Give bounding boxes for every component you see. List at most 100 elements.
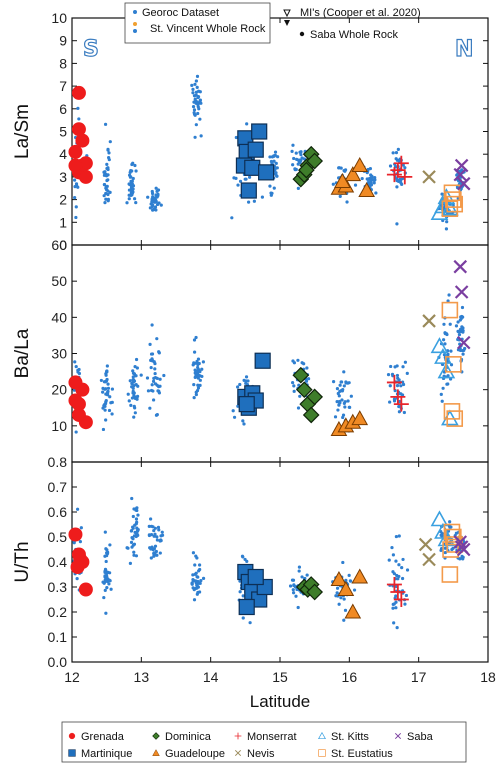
georoc-point <box>106 389 110 393</box>
georoc-point <box>335 400 339 404</box>
georoc-point <box>194 392 198 397</box>
georoc-point <box>105 364 109 368</box>
georoc-point <box>194 93 198 97</box>
georoc-point <box>291 588 295 592</box>
georoc-point <box>193 375 197 380</box>
georoc-point <box>107 582 111 586</box>
st_kitts-marker <box>430 337 449 354</box>
georoc-point <box>342 370 346 374</box>
georoc-point <box>131 375 135 379</box>
georoc-point <box>193 135 197 139</box>
georoc-point <box>103 201 107 205</box>
georoc-point <box>132 553 136 557</box>
georoc-point <box>441 338 446 342</box>
georoc-point <box>158 377 162 381</box>
georoc-point <box>196 102 200 106</box>
y-tick-label: 8 <box>59 55 67 71</box>
georoc-point <box>342 384 346 388</box>
georoc-point <box>299 153 303 157</box>
georoc-point <box>149 556 153 560</box>
georoc-point <box>337 166 341 170</box>
georoc-point <box>388 164 393 168</box>
panel-frame <box>71 17 489 246</box>
georoc-point <box>73 178 77 182</box>
georoc-point <box>146 195 150 199</box>
georoc-point <box>395 626 399 630</box>
saba-marker <box>454 285 469 299</box>
legend-nevis-swatch <box>234 749 242 757</box>
georoc-point <box>193 563 197 567</box>
georoc-point <box>134 382 138 387</box>
georoc-point <box>75 577 79 581</box>
georoc-point <box>335 387 340 391</box>
martinique-marker <box>247 568 264 586</box>
georoc-point <box>160 530 164 534</box>
georoc-point <box>162 373 166 378</box>
st_eustatius-marker <box>441 301 459 319</box>
georoc-point <box>288 584 293 588</box>
georoc-point <box>196 376 200 380</box>
monserrat-marker <box>390 389 406 405</box>
georoc-point <box>193 97 197 101</box>
georoc-point <box>446 382 450 386</box>
georoc-point <box>447 293 451 297</box>
saba-marker <box>453 535 468 549</box>
st_eustatius-marker <box>443 184 461 202</box>
x-tick-label: 15 <box>272 669 288 685</box>
georoc-point <box>397 574 401 579</box>
legend-svwr-swatch <box>133 22 137 26</box>
georoc-point <box>268 184 272 188</box>
georoc-point <box>448 322 452 326</box>
georoc-point <box>102 182 107 187</box>
grenada-marker <box>68 144 83 159</box>
georoc-point <box>291 591 296 595</box>
georoc-point <box>335 591 339 595</box>
georoc-point <box>297 158 301 162</box>
georoc-point <box>391 553 395 557</box>
x-tick-label: 16 <box>342 669 358 685</box>
legend-grenada-swatch <box>68 732 76 740</box>
georoc-point <box>130 396 135 400</box>
st_kitts-marker <box>430 510 449 527</box>
georoc-point <box>392 572 397 576</box>
martinique-marker <box>251 123 268 140</box>
georoc-point <box>292 156 296 161</box>
georoc-point <box>248 621 252 625</box>
georoc-point <box>131 176 135 181</box>
legend-swatch-group <box>234 749 242 757</box>
legend-swatch-group <box>234 732 242 740</box>
georoc-point <box>394 151 399 155</box>
georoc-point <box>346 399 350 403</box>
georoc-point <box>401 365 405 369</box>
georoc-point <box>191 363 195 367</box>
martinique-marker <box>247 141 264 158</box>
georoc-point <box>401 557 405 562</box>
georoc-point <box>152 198 156 202</box>
martinique-marker <box>258 164 275 181</box>
legend-st_kitts-swatch <box>318 731 326 740</box>
georoc-point <box>236 385 240 389</box>
georoc-point <box>128 175 133 179</box>
georoc-point <box>401 382 406 387</box>
georoc-point <box>101 427 106 432</box>
georoc-point <box>442 322 446 326</box>
georoc-point <box>195 575 199 579</box>
georoc-point <box>341 560 345 565</box>
dominica-marker <box>306 152 324 170</box>
georoc-point <box>198 378 202 382</box>
georoc-point <box>154 553 158 557</box>
georoc-point <box>150 352 155 356</box>
georoc-point <box>298 160 302 165</box>
georoc-point <box>74 364 78 369</box>
legend-georoc-swatch <box>133 10 137 14</box>
georoc-point <box>152 360 156 364</box>
georoc-point <box>105 162 109 166</box>
georoc-point <box>397 534 401 538</box>
georoc-point <box>150 323 154 327</box>
georoc-point <box>387 558 391 562</box>
guadeloupe-marker <box>358 181 376 198</box>
georoc-point <box>337 602 341 606</box>
georoc-point <box>125 201 129 205</box>
georoc-point <box>338 401 342 405</box>
